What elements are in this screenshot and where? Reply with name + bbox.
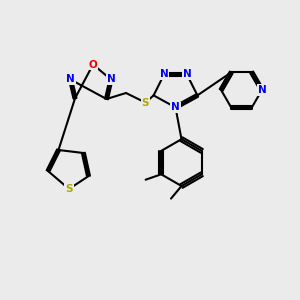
Text: N: N (257, 85, 266, 95)
Text: N: N (171, 102, 180, 112)
Text: N: N (182, 69, 191, 80)
Text: N: N (160, 69, 169, 80)
Text: O: O (88, 59, 98, 70)
Text: N: N (106, 74, 116, 85)
Text: S: S (65, 184, 73, 194)
Text: S: S (142, 98, 149, 108)
Text: N: N (66, 74, 75, 85)
